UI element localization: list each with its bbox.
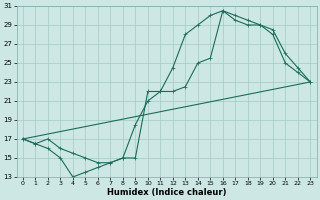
X-axis label: Humidex (Indice chaleur): Humidex (Indice chaleur) bbox=[107, 188, 226, 197]
